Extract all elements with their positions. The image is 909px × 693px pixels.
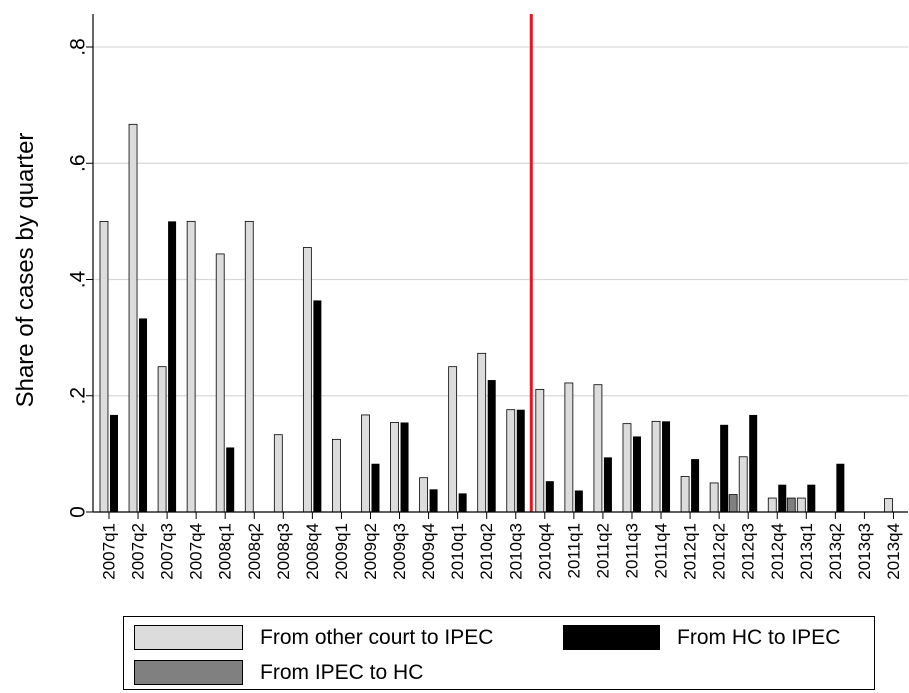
legend-item-hc-to-ipec: From HC to IPEC	[563, 625, 840, 650]
x-tick-label-2007q1: 2007q1	[99, 523, 118, 580]
x-tick-label-2009q2: 2009q2	[361, 523, 380, 580]
bar-from-other-court-to-ipec-2008q2	[244, 220, 254, 513]
legend-item-ipec-to-hc: From IPEC to HC	[134, 660, 423, 685]
bar-from-other-court-to-ipec-2012q2	[709, 482, 719, 513]
legend-label-other-court: From other court to IPEC	[260, 625, 494, 649]
legend-label-hc-to-ipec: From HC to IPEC	[677, 625, 841, 649]
x-tick-label-2009q4: 2009q4	[419, 523, 438, 580]
x-tick-label-2013q3: 2013q3	[855, 523, 874, 580]
legend-swatch-hc-to-ipec	[563, 625, 660, 650]
x-tick-label-2007q3: 2007q3	[158, 523, 177, 580]
x-tick-label-2013q1: 2013q1	[797, 523, 816, 580]
bar-from-hc-to-ipec-2008q1	[226, 447, 235, 512]
bar-from-hc-to-ipec-2010q2	[487, 380, 496, 512]
bar-from-other-court-to-ipec-2009q4	[419, 477, 428, 513]
bar-from-hc-to-ipec-2011q3	[632, 436, 641, 512]
x-tick-label-2010q2: 2010q2	[477, 523, 496, 580]
x-tick-label-2013q4: 2013q4	[884, 523, 903, 580]
legend: From other court to IPEC From HC to IPEC…	[123, 616, 875, 690]
legend-label-ipec-to-hc: From IPEC to HC	[260, 660, 424, 684]
x-tick-label-2009q1: 2009q1	[332, 523, 351, 580]
legend-swatch-other-court	[134, 625, 243, 650]
bar-from-other-court-to-ipec-2007q2	[128, 123, 138, 513]
bar-from-hc-to-ipec-2009q4	[429, 489, 438, 512]
legend-swatch-ipec-to-hc	[134, 660, 243, 685]
bar-from-other-court-to-ipec-2010q1	[448, 366, 458, 513]
bar-from-hc-to-ipec-2011q1	[574, 490, 583, 512]
x-tick-label-2010q4: 2010q4	[535, 523, 554, 580]
legend-item-other-court: From other court to IPEC	[134, 625, 493, 650]
bar-from-other-court-to-ipec-2013q1	[796, 497, 806, 513]
bar-from-hc-to-ipec-2009q3	[400, 422, 409, 512]
y-tick-label: 0	[67, 506, 90, 518]
bar-from-other-court-to-ipec-2007q1	[99, 220, 109, 513]
bar-from-other-court-to-ipec-2011q3	[622, 423, 632, 513]
bar-from-ipec-to-hc-2012q4	[786, 497, 796, 513]
bar-from-hc-to-ipec-2012q4	[778, 484, 787, 512]
bar-from-other-court-to-ipec-2012q4	[767, 497, 777, 513]
x-tick-label-2012q3: 2012q3	[739, 523, 758, 580]
bar-from-other-court-to-ipec-2009q3	[390, 422, 399, 513]
x-tick-label-2008q2: 2008q2	[245, 523, 264, 580]
x-tick-label-2010q3: 2010q3	[506, 523, 525, 580]
x-tick-label-2011q3: 2011q3	[622, 523, 641, 578]
y-tick-label: .2	[67, 387, 90, 405]
y-tick-label: .6	[67, 154, 90, 172]
bar-from-other-court-to-ipec-2007q4	[186, 220, 196, 513]
y-axis-label: Share of cases by quarter	[12, 133, 39, 408]
bar-from-hc-to-ipec-2013q2	[836, 463, 845, 512]
y-tick-label: .8	[67, 38, 90, 56]
bar-from-other-court-to-ipec-2011q1	[564, 382, 574, 513]
bar-from-hc-to-ipec-2010q4	[545, 481, 554, 512]
bar-from-other-court-to-ipec-2013q4	[884, 498, 893, 513]
bar-from-hc-to-ipec-2013q1	[807, 484, 816, 512]
y-tick-label: .4	[67, 270, 90, 288]
bar-from-hc-to-ipec-2011q2	[603, 457, 612, 512]
bar-from-other-court-to-ipec-2009q2	[361, 414, 370, 513]
x-tick-label-2008q3: 2008q3	[274, 523, 293, 580]
bar-from-hc-to-ipec-2007q2	[139, 318, 148, 512]
bar-from-other-court-to-ipec-2012q3	[738, 456, 748, 513]
bar-from-hc-to-ipec-2012q1	[691, 459, 700, 512]
bar-from-other-court-to-ipec-2009q1	[332, 438, 341, 513]
bar-from-hc-to-ipec-2009q2	[371, 463, 380, 512]
bar-from-other-court-to-ipec-2012q1	[680, 476, 690, 513]
bar-from-hc-to-ipec-2012q2	[720, 424, 729, 512]
x-tick-label-2012q2: 2012q2	[710, 523, 729, 580]
x-tick-label-2007q4: 2007q4	[187, 523, 206, 580]
bar-from-other-court-to-ipec-2011q2	[593, 384, 603, 513]
bar-from-hc-to-ipec-2008q4	[313, 300, 322, 512]
x-tick-label-2011q1: 2011q1	[564, 523, 583, 578]
x-tick-label-2011q2: 2011q2	[593, 523, 612, 578]
grid-lines	[93, 46, 908, 397]
x-tick-label-2007q2: 2007q2	[129, 523, 148, 580]
bar-chart: 0 .2 .4 .6 .8 2007q1 2007q2 2007q3 2007q4 2008q1 2…	[12, 14, 908, 580]
bar-from-other-court-to-ipec-2011q4	[651, 420, 661, 513]
bar-from-other-court-to-ipec-2008q3	[273, 434, 283, 513]
x-tick-label-2011q4: 2011q4	[652, 523, 671, 578]
x-tick-label-2012q4: 2012q4	[768, 523, 787, 580]
bar-from-other-court-to-ipec-2010q3	[506, 409, 516, 513]
bars	[99, 123, 893, 513]
bar-from-hc-to-ipec-2007q1	[109, 414, 118, 512]
bar-from-other-court-to-ipec-2010q4	[535, 388, 545, 513]
bar-from-hc-to-ipec-2010q3	[516, 409, 525, 512]
x-tick-label-2009q3: 2009q3	[390, 523, 409, 580]
axes: 0 .2 .4 .6 .8 2007q1 2007q2 2007q3 2007q4 2008q1 2…	[67, 14, 908, 580]
bar-from-ipec-to-hc-2012q2	[728, 494, 738, 513]
x-tick-label-2013q2: 2013q2	[826, 523, 845, 580]
bar-from-other-court-to-ipec-2007q3	[157, 366, 167, 513]
bar-from-hc-to-ipec-2007q3	[168, 221, 177, 512]
bar-from-hc-to-ipec-2010q1	[458, 493, 467, 512]
bar-from-hc-to-ipec-2011q4	[662, 421, 671, 512]
x-tick-label-2012q1: 2012q1	[681, 523, 700, 580]
bar-from-other-court-to-ipec-2008q1	[215, 253, 225, 513]
x-tick-label-2008q4: 2008q4	[303, 523, 322, 580]
bar-from-hc-to-ipec-2012q3	[749, 414, 758, 512]
bar-from-other-court-to-ipec-2010q2	[477, 352, 487, 513]
bar-from-other-court-to-ipec-2008q4	[302, 247, 312, 513]
x-tick-label-2010q1: 2010q1	[448, 523, 467, 580]
x-tick-label-2008q1: 2008q1	[216, 523, 235, 580]
